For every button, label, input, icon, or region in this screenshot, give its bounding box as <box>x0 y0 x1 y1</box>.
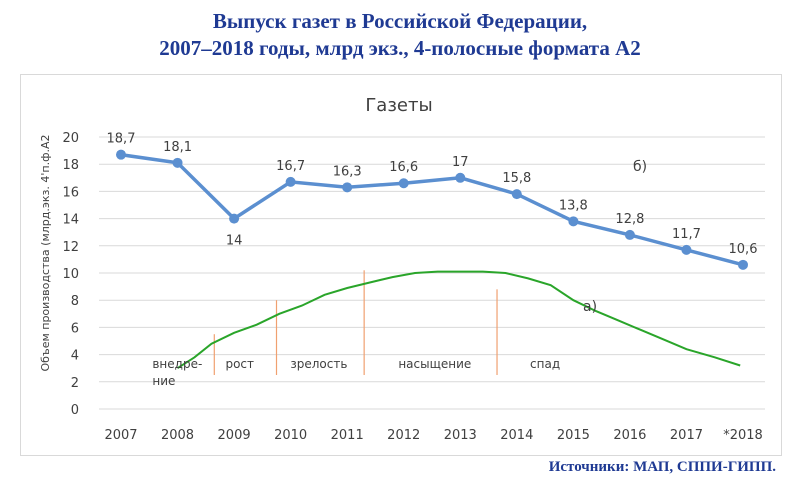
x-tick-label: 2012 <box>387 428 420 443</box>
x-tick-label: 2016 <box>613 428 646 443</box>
data-label: 16,6 <box>389 160 418 175</box>
x-tick-label: *2018 <box>723 428 763 443</box>
x-tick-label: 2010 <box>274 428 307 443</box>
y-tick-label: 20 <box>62 131 79 146</box>
chart-frame: Газеты 0 2 4 6 8 10 12 14 16 18 20 2007 2008 2009 201… <box>20 74 782 456</box>
data-label: 16,3 <box>333 164 362 179</box>
y-axis-label: Объем производства (млрд.экз. 4'п.ф.А2 <box>39 134 52 371</box>
x-tick-labels: 2007 2008 2009 2010 2011 2012 2013 2014 2015 2016… <box>104 428 762 443</box>
production-series-line <box>120 152 744 267</box>
lifecycle-curve <box>176 270 741 370</box>
source-note: Источники: МАП, СППИ-ГИПП. <box>548 459 776 475</box>
data-point <box>229 213 240 224</box>
title-line-1: Выпуск газет в Российской Федерации, <box>212 9 588 33</box>
y-tick-label: 14 <box>62 213 79 228</box>
stage-dividers <box>213 270 498 375</box>
data-label: 16,7 <box>276 159 305 174</box>
x-tick-label: 2017 <box>670 428 703 443</box>
y-tick-label: 0 <box>71 403 79 418</box>
data-label: 17 <box>452 155 469 170</box>
y-tick-label: 18 <box>62 158 79 173</box>
stage-label: спад <box>530 357 560 371</box>
y-tick-label: 12 <box>62 240 79 255</box>
x-tick-label: 2008 <box>161 428 194 443</box>
x-tick-label: 2013 <box>444 428 477 443</box>
stage-labels: внедре-ние рост зрелость насыщение спад <box>152 357 560 388</box>
stage-label: внедре- <box>152 357 202 371</box>
data-point <box>568 216 579 227</box>
data-point <box>455 172 466 183</box>
data-point <box>681 244 692 255</box>
x-tick-label: 2009 <box>218 428 251 443</box>
stage-label: зрелость <box>290 357 347 371</box>
production-series-points <box>116 149 748 270</box>
data-point <box>172 157 183 168</box>
curve-label: а) <box>583 299 597 315</box>
data-point <box>285 176 296 187</box>
data-point <box>738 259 748 270</box>
data-label: 12,8 <box>615 212 644 227</box>
data-point <box>342 182 353 193</box>
line-chart: Газеты 0 2 4 6 8 10 12 14 16 18 20 2007 2008 2009 201… <box>39 95 765 443</box>
x-tick-label: 2014 <box>500 428 533 443</box>
data-label: 11,7 <box>672 227 701 242</box>
stage-label: рост <box>225 357 254 371</box>
data-point <box>511 189 522 200</box>
data-point <box>116 149 126 160</box>
data-point <box>398 178 409 189</box>
data-point <box>624 229 635 240</box>
data-labels: 18,7 18,1 14 16,7 16,3 16,6 17 15,8 13,8 12,8 11,7… <box>107 132 758 257</box>
y-tick-labels: 0 2 4 6 8 10 12 14 16 18 20 <box>62 131 79 418</box>
data-label: 18,7 <box>107 132 136 147</box>
x-tick-label: 2015 <box>557 428 590 443</box>
stage-label: насыщение <box>398 357 471 371</box>
y-tick-label: 2 <box>71 376 79 391</box>
y-tick-label: 8 <box>71 294 79 309</box>
data-label: 18,1 <box>163 140 192 155</box>
data-label: 10,6 <box>729 242 758 257</box>
title-line-2: 2007–2018 годы, млрд экз., 4-полосные фо… <box>159 36 641 60</box>
y-tick-label: 16 <box>62 185 79 200</box>
stage-label-line2: ние <box>152 374 175 388</box>
x-tick-label: 2011 <box>331 428 364 443</box>
series-label: б) <box>633 159 647 175</box>
y-tick-label: 6 <box>71 321 79 336</box>
chart-title: Газеты <box>365 95 432 116</box>
chart-heading: Выпуск газет в Российской Федерации, 200… <box>0 8 800 62</box>
data-label: 15,8 <box>502 171 531 186</box>
data-label: 14 <box>226 234 243 249</box>
data-label: 13,8 <box>559 198 588 213</box>
x-tick-label: 2007 <box>104 428 137 443</box>
y-tick-label: 10 <box>62 267 79 282</box>
grid-lines <box>99 136 765 410</box>
y-tick-label: 4 <box>71 349 79 364</box>
